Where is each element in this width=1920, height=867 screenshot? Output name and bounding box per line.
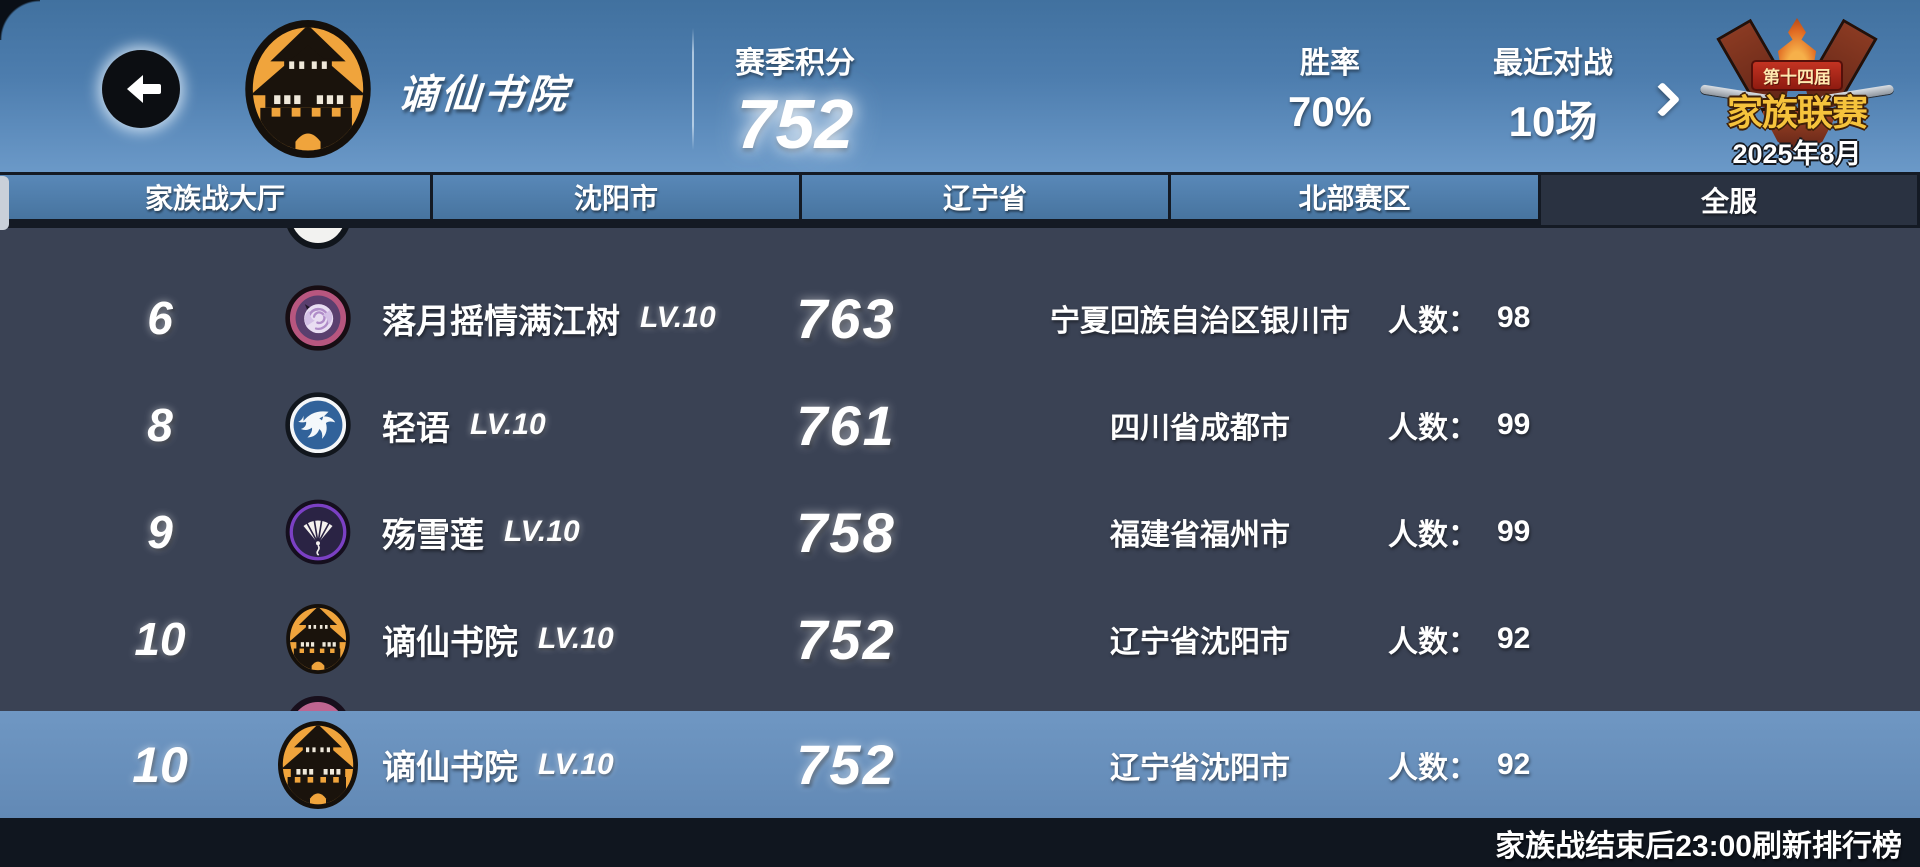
clan-name: 殇雪莲 bbox=[382, 516, 484, 555]
members-count: 98 bbox=[1497, 301, 1531, 334]
clan-region: 宁夏回族自治区银川市 bbox=[1050, 305, 1350, 338]
pagoda-emblem-icon bbox=[283, 585, 353, 693]
screen-corner bbox=[0, 0, 40, 40]
win-rate-label: 胜率 bbox=[1300, 47, 1360, 80]
leaderboard-list[interactable]: 6 落月摇情满江树 LV.10 763 宁夏回族自治区银川市 人数： 98 bbox=[0, 228, 1920, 711]
clan-points: 758 bbox=[796, 500, 896, 564]
tab-province[interactable]: 辽宁省 bbox=[802, 175, 1168, 219]
members-label: 人数： bbox=[1388, 626, 1478, 659]
footer-bar: 家族战结束后23:00刷新排行榜 bbox=[0, 818, 1920, 867]
tab-north-region[interactable]: 北部赛区 bbox=[1171, 175, 1538, 219]
tab-family-war-hall[interactable]: 家族战大厅 bbox=[0, 175, 430, 219]
clan-region: 四川省成都市 bbox=[1110, 412, 1290, 445]
clan-level: LV.10 bbox=[538, 747, 614, 781]
clan-level: LV.10 bbox=[504, 515, 580, 548]
season-score-value: 752 bbox=[736, 85, 854, 163]
members-count: 92 bbox=[1497, 622, 1531, 655]
clan-name: 谪仙书院 bbox=[382, 749, 518, 787]
win-rate-value: 70% bbox=[1287, 88, 1373, 135]
clan-points: 752 bbox=[796, 733, 896, 796]
league-event-badge[interactable]: 第十四届 家族联赛 2025年8月 bbox=[1699, 16, 1895, 169]
chevron-right-icon[interactable] bbox=[1648, 86, 1674, 112]
left-edge-sliver bbox=[0, 176, 9, 230]
clan-name: 谪仙书院 bbox=[396, 73, 572, 117]
rank-number: 6 bbox=[147, 292, 173, 344]
clan-level: LV.10 bbox=[538, 622, 614, 655]
previous-row-emblem-partial-icon bbox=[285, 228, 351, 249]
clan-level: LV.10 bbox=[470, 408, 546, 441]
clan-emblem-pagoda-icon bbox=[244, 20, 372, 158]
next-row-emblem-partial-icon bbox=[285, 696, 351, 711]
badge-title: 家族联赛 bbox=[1726, 91, 1869, 134]
badge-date: 2025年8月 bbox=[1732, 139, 1862, 169]
recent-battles-value: 10场 bbox=[1508, 98, 1598, 145]
members-count: 99 bbox=[1497, 515, 1531, 548]
back-button[interactable] bbox=[102, 50, 180, 128]
season-score-label: 赛季积分 bbox=[735, 47, 855, 80]
own-clan-pinned-row[interactable]: 10 bbox=[0, 711, 1920, 818]
rose-emblem-icon bbox=[283, 264, 353, 372]
members-count: 92 bbox=[1497, 747, 1531, 781]
rank-number: 8 bbox=[147, 399, 173, 451]
members-label: 人数： bbox=[1388, 519, 1478, 552]
pagoda-emblem-icon bbox=[276, 711, 360, 818]
ranking-scope-tabs: 家族战大厅 沈阳市 辽宁省 北部赛区 全服 bbox=[0, 172, 1920, 228]
header: 谪仙书院 赛季积分 752 胜率 70% 最近对战 10场 第十四届 家族联赛 … bbox=[0, 0, 1920, 172]
recent-battles: 最近对战 10场 bbox=[1443, 38, 1663, 149]
clan-region: 福建省福州市 bbox=[1110, 519, 1290, 552]
rank-number: 10 bbox=[134, 613, 186, 665]
refresh-notice: 家族战结束后23:00刷新排行榜 bbox=[1495, 829, 1902, 863]
header-divider bbox=[692, 28, 694, 150]
members-label: 人数： bbox=[1388, 412, 1478, 445]
clan-name: 落月摇情满江树 bbox=[382, 302, 620, 341]
leaderboard-row[interactable]: 10 bbox=[0, 585, 1920, 693]
members-label: 人数： bbox=[1388, 751, 1478, 785]
members-label: 人数： bbox=[1388, 305, 1478, 338]
clan-name: 轻语 bbox=[382, 409, 450, 448]
rank-number: 10 bbox=[132, 736, 188, 793]
fan-emblem-icon bbox=[283, 478, 353, 586]
tab-city[interactable]: 沈阳市 bbox=[433, 175, 799, 219]
clan-region: 辽宁省沈阳市 bbox=[1110, 751, 1290, 785]
clan-region: 辽宁省沈阳市 bbox=[1110, 626, 1290, 659]
badge-edition: 第十四届 bbox=[1751, 60, 1843, 91]
clan-level: LV.10 bbox=[640, 301, 716, 334]
leaderboard-row[interactable]: 9 殇雪莲 LV.10 758 福建省福州市 人数： 99 bbox=[0, 478, 1920, 586]
members-count: 99 bbox=[1497, 408, 1531, 441]
clan-points: 763 bbox=[796, 286, 896, 350]
tab-all-servers[interactable]: 全服 bbox=[1541, 175, 1917, 225]
dragon-emblem-icon bbox=[283, 371, 353, 479]
clan-points: 752 bbox=[796, 607, 896, 671]
clan-name: 谪仙书院 bbox=[382, 623, 518, 662]
season-score: 赛季积分 752 bbox=[685, 38, 905, 164]
leaderboard-row[interactable]: 6 落月摇情满江树 LV.10 763 宁夏回族自治区银川市 人数： 98 bbox=[0, 264, 1920, 372]
arrow-left-icon bbox=[127, 75, 161, 103]
recent-battles-label: 最近对战 bbox=[1493, 47, 1613, 80]
clan-points: 761 bbox=[796, 393, 896, 457]
rank-number: 9 bbox=[147, 506, 173, 558]
leaderboard-row[interactable]: 8 轻语 LV.10 761 四川省成都市 人数： 99 bbox=[0, 371, 1920, 479]
win-rate: 胜率 70% bbox=[1220, 38, 1440, 136]
